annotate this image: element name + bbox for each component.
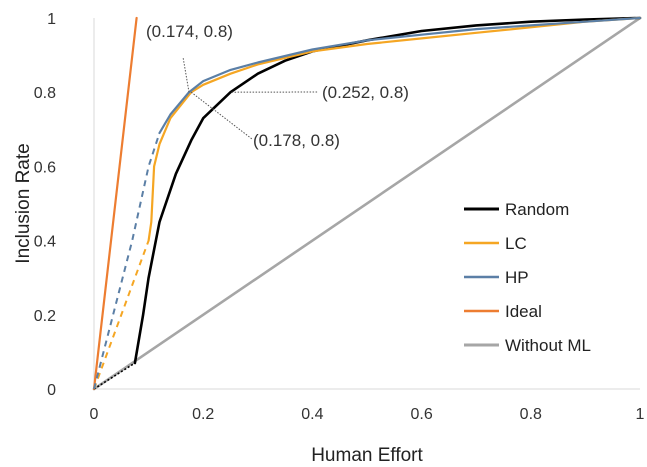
y-tick-label: 0.8	[34, 85, 56, 102]
x-tick-label: 1	[636, 406, 645, 423]
x-axis-title: Human Effort	[311, 445, 423, 466]
series-lc-dashed-line	[93, 240, 150, 390]
x-tick-label: 0.2	[192, 406, 214, 423]
legend-label-hp: HP	[505, 268, 529, 287]
series-random-line	[133, 16, 642, 365]
y-axis-title: Inclusion Rate	[13, 143, 34, 263]
annotation-label: (0.252, 0.8)	[322, 83, 409, 102]
legend-label-lc: LC	[505, 234, 527, 253]
annotations: (0.174, 0.8) (0.252, 0.8) (0.178, 0.8)	[146, 22, 409, 150]
x-tick-label: 0.4	[301, 406, 323, 423]
legend-label-ideal: Ideal	[505, 302, 542, 321]
annotation-label: (0.178, 0.8)	[253, 131, 340, 150]
annotation-leader-line	[190, 91, 253, 140]
annotation-leader-line	[182, 56, 190, 93]
y-tick-label: 0.2	[34, 308, 56, 325]
legend: Random LC HP Ideal Without ML	[464, 200, 591, 355]
y-tick-label: 0	[47, 382, 56, 399]
y-tick-label: 0.6	[34, 159, 56, 176]
series-without-ml-line	[92, 16, 642, 391]
tick-labels: 0 0.2 0.4 0.6 0.8 1 0 0.2 0.4 0.6 0.8 1	[34, 11, 645, 423]
series-random-dashed-line	[93, 362, 136, 390]
legend-label-random: Random	[505, 200, 569, 219]
legend-label-without-ml: Without ML	[505, 336, 591, 355]
y-tick-label: 1	[47, 11, 56, 28]
axes	[93, 18, 640, 390]
x-tick-label: 0.6	[410, 406, 432, 423]
series-ideal-line	[92, 16, 138, 391]
y-tick-label: 0.4	[34, 234, 56, 251]
x-tick-label: 0	[90, 406, 99, 423]
x-tick-label: 0.8	[520, 406, 542, 423]
series-lc-line	[147, 16, 642, 242]
annotation-label: (0.174, 0.8)	[146, 22, 233, 41]
series-hp-dashed-line	[93, 132, 161, 390]
